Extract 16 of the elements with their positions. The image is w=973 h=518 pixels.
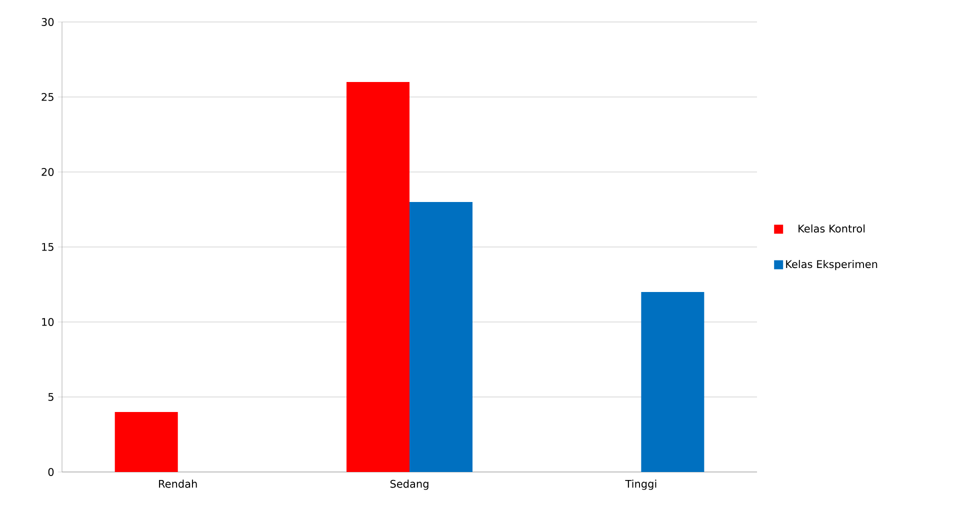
x-tick-label: Rendah <box>159 480 197 488</box>
bar <box>346 82 410 472</box>
y-tick-label: 0 <box>48 468 54 476</box>
legend-label: Kelas Eksperimen <box>786 260 878 270</box>
y-tick-label: 10 <box>42 318 54 326</box>
bar <box>641 292 704 472</box>
bar <box>114 412 178 472</box>
bar <box>410 202 473 472</box>
y-tick-label: 25 <box>42 93 54 101</box>
y-tick-label: 20 <box>42 168 54 176</box>
x-tick-label: Tinggi <box>625 480 656 490</box>
legend-label: Kelas Kontrol <box>798 224 865 233</box>
y-tick-label: 5 <box>48 393 54 401</box>
y-tick-label: 30 <box>42 18 54 26</box>
x-tick-label: Sedang <box>390 480 428 490</box>
y-tick-label: 15 <box>42 243 54 251</box>
